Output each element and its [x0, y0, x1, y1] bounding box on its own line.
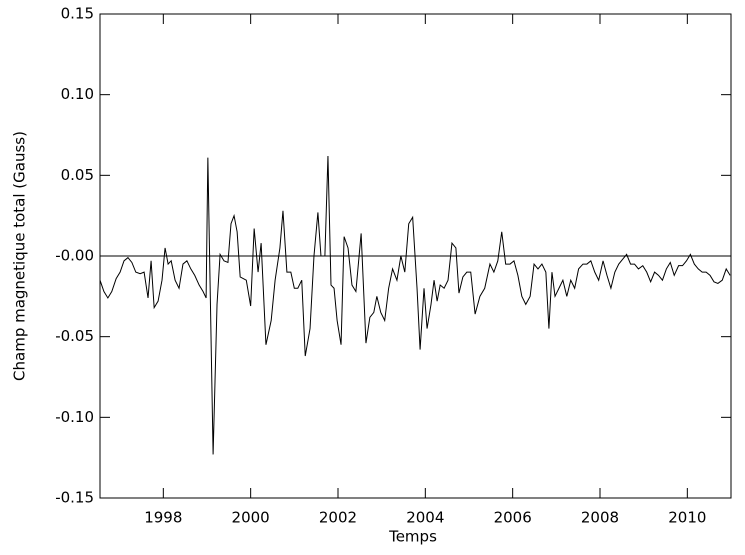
x-tick-label: 2000: [232, 509, 270, 527]
y-axis-label: Champ magnetique total (Gauss): [11, 131, 29, 381]
x-tick-label: 1998: [144, 509, 182, 527]
y-tick-label: 0.05: [61, 166, 94, 184]
y-tick-label: 0.15: [61, 5, 94, 23]
y-tick-label: -0.10: [55, 408, 94, 426]
y-tick-label: -0.05: [55, 327, 94, 345]
x-tick-label: 2008: [581, 509, 619, 527]
data-line: [99, 155, 731, 455]
y-tick-label: -0.00: [55, 247, 94, 265]
x-tick-label: 2010: [668, 509, 706, 527]
y-tick-label: -0.15: [55, 489, 94, 507]
y-tick-label: 0.10: [61, 85, 94, 103]
x-axis-label: Temps: [388, 528, 437, 546]
x-tick-label: 2004: [406, 509, 444, 527]
x-tick-label: 2006: [494, 509, 532, 527]
x-tick-label: 2002: [319, 509, 357, 527]
